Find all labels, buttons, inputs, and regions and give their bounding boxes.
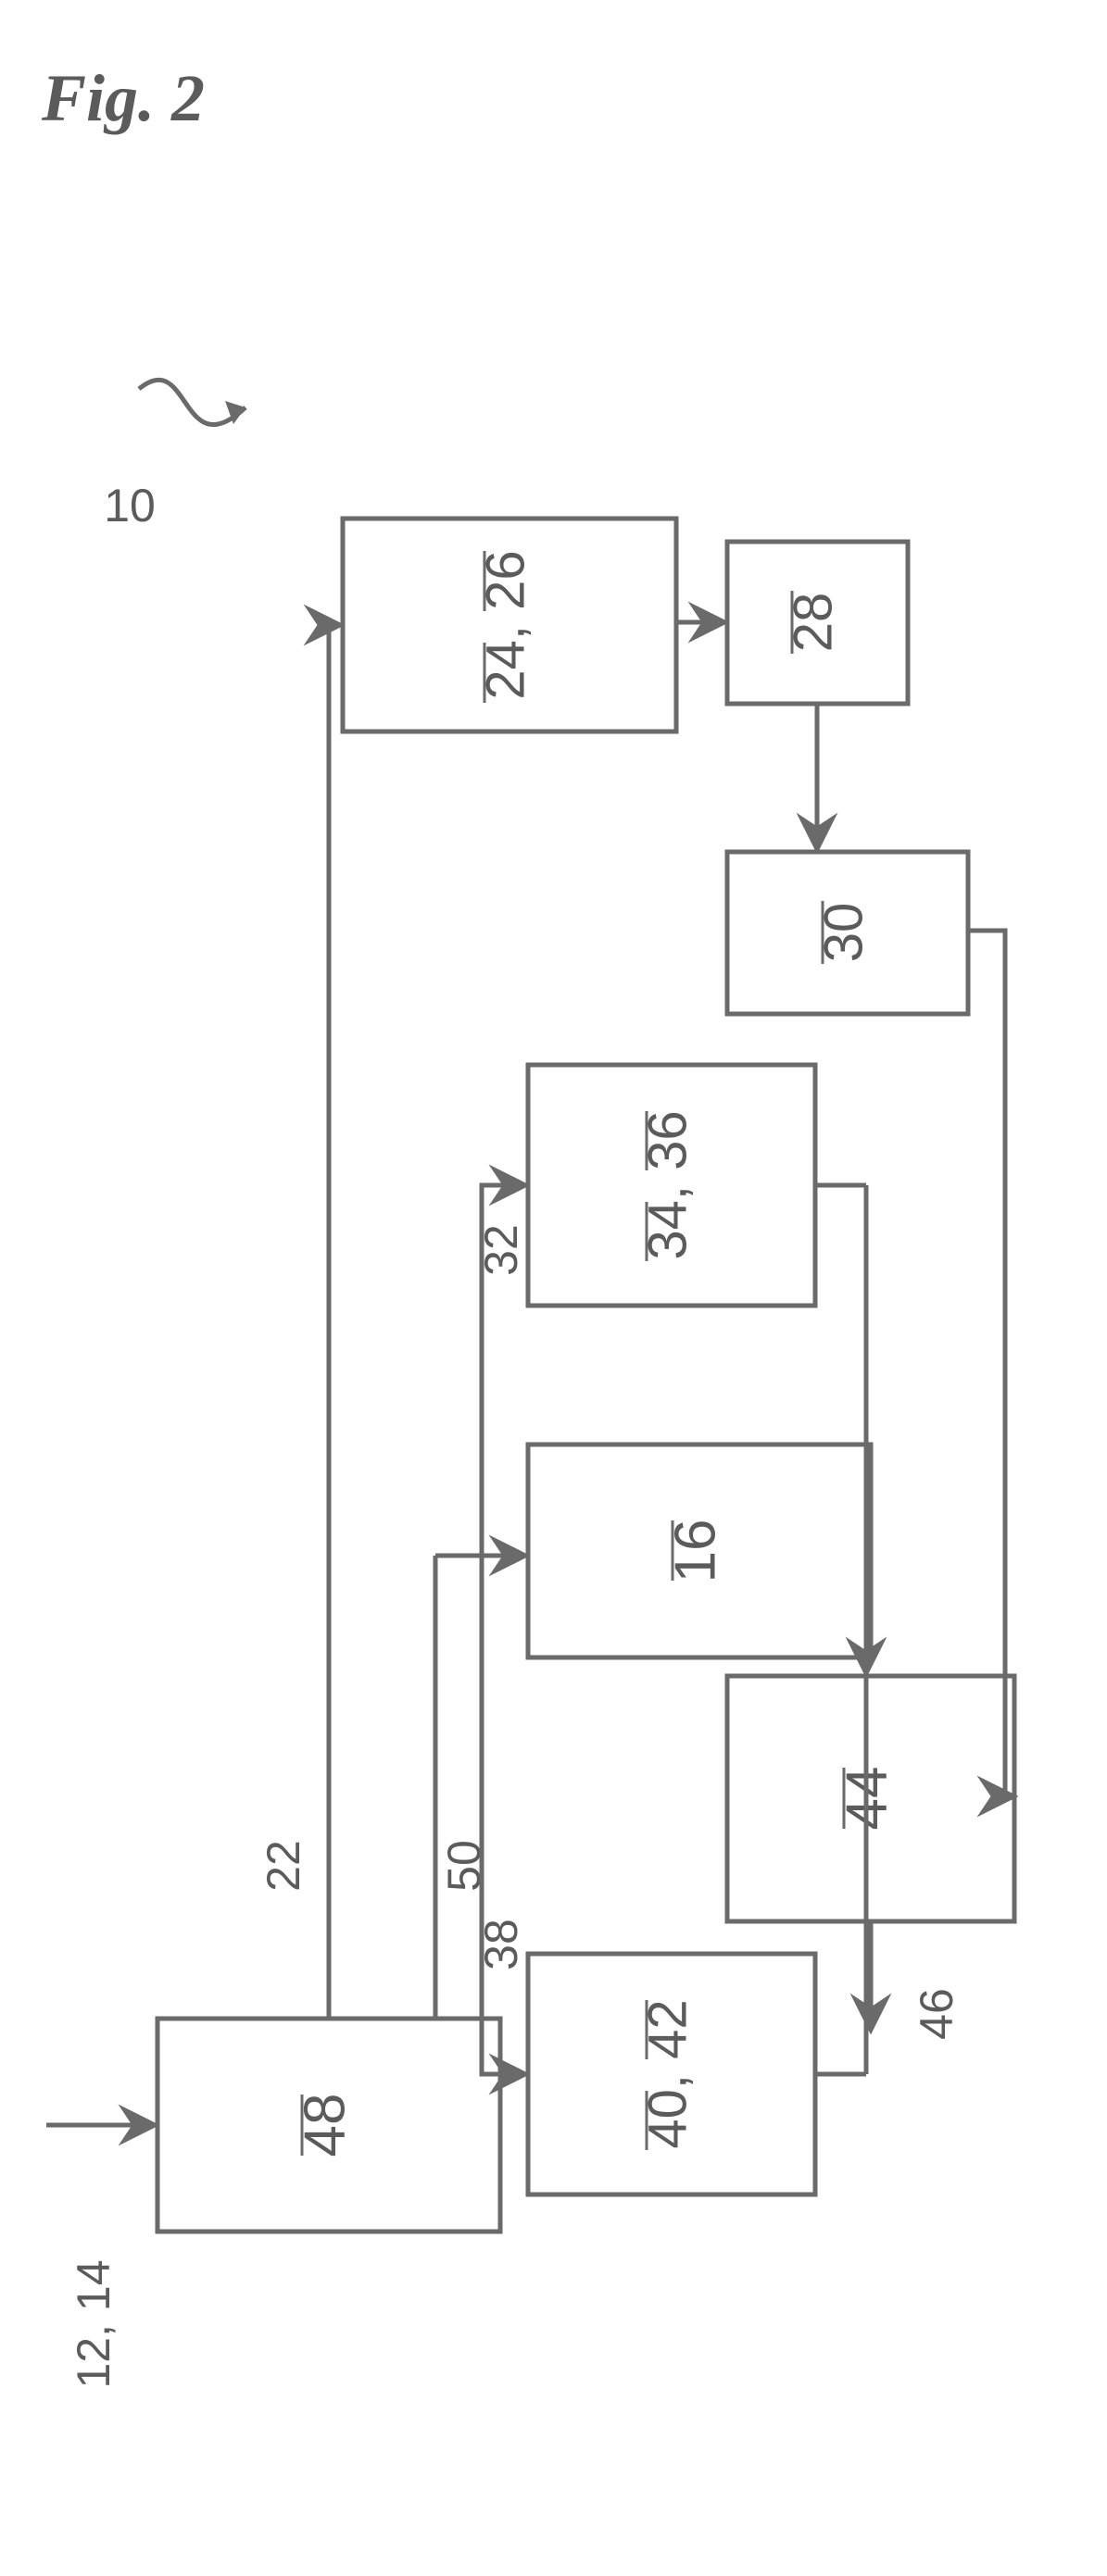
node-40-42: 40, 42 (528, 1954, 815, 2195)
node-28: 28 (727, 542, 908, 704)
edge-30-to-44 (968, 931, 1012, 1796)
node-30: 30 (727, 852, 968, 1014)
edge-44-to-output: 46 (871, 1921, 962, 2040)
edge-label-46: 46 (911, 1988, 962, 2040)
node-44: 44 (727, 1676, 1014, 1921)
node-48: 48 (157, 2019, 500, 2232)
edge-16-split: 32 38 (475, 1185, 528, 2074)
edge-label-38: 38 (475, 1919, 527, 1970)
reference-label-10: 10 (104, 480, 156, 531)
node-34-36: 34, 36 (528, 1065, 815, 1306)
edge-merge-to-44 (815, 1185, 866, 2074)
edge-label-22: 22 (258, 1840, 309, 1892)
edge-input-to-48: 12, 14 (46, 2125, 153, 2389)
reference-curve-10: 10 (104, 380, 245, 531)
edge-label-32: 32 (475, 1224, 527, 1276)
edge-label-12-14: 12, 14 (68, 2259, 120, 2388)
node-24-26: 24, 26 (343, 519, 676, 732)
node-16: 16 (528, 1444, 871, 1657)
figure-title: Fig. 2 (41, 61, 205, 135)
edge-48-to-24-26: 22 (258, 625, 338, 2019)
